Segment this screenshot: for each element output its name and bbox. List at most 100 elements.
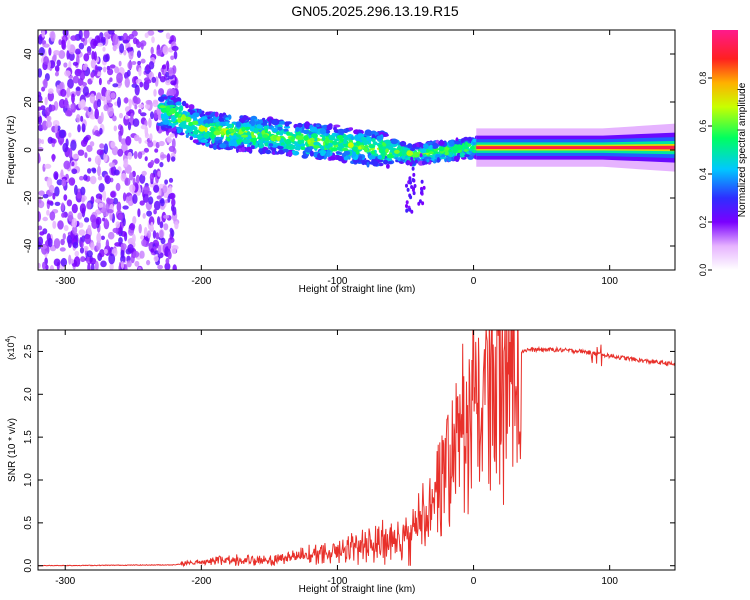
spectrogram-noise-cell (150, 46, 154, 55)
spectrogram-noise-cell (98, 183, 105, 193)
spectrogram-noise-cell (151, 76, 157, 83)
spectrogram-energy-cell (250, 131, 255, 136)
spectrogram-energy-cell (409, 180, 412, 185)
spectrogram-energy-cell (220, 131, 224, 136)
spectrogram-noise-cell (68, 132, 72, 138)
spectrogram-noise-cell (107, 102, 113, 108)
spectrogram-noise-cell (143, 185, 150, 195)
spectrogram-noise-cell (127, 61, 133, 70)
spectrogram-energy-cell (365, 136, 372, 142)
spectrogram-noise-cell (158, 71, 162, 79)
spectrogram-energy-cell (438, 140, 445, 146)
spectrogram-noise-cell (123, 97, 129, 104)
spectrogram-noise-cell (144, 156, 148, 162)
snr-xlabel: Height of straight line (km) (299, 584, 416, 595)
spectrogram-xtick-label: -300 (55, 276, 75, 287)
spectrogram-noise-cell (95, 209, 101, 215)
spectrogram-noise-cell (96, 149, 104, 156)
spectrogram-noise-cell (72, 75, 80, 84)
spectrogram-noise-cell (173, 50, 178, 60)
spectrogram-noise-cell (40, 105, 46, 111)
spectrogram-noise-cell (53, 50, 60, 56)
spectrogram-energy-cell (189, 136, 193, 141)
spectrogram-noise-cell (138, 108, 142, 114)
spectrogram-energy-cell (424, 156, 432, 161)
spectrogram-noise-cell (159, 76, 166, 83)
spectrogram-energy-cell (290, 135, 295, 143)
spectrogram-noise-cell (127, 151, 133, 160)
spectrogram-noise-cell (100, 111, 104, 123)
snr-xtick-label: 100 (601, 576, 618, 587)
spectrogram-noise-cell (158, 187, 162, 198)
spectrogram-noise-cell (138, 137, 142, 144)
spectrogram-noise-cell (147, 30, 155, 36)
spectrogram-energy-cell (339, 137, 343, 142)
spectrogram-energy-cell (297, 138, 305, 145)
spectrogram-noise-cell (140, 235, 145, 240)
spectrogram-noise-cell (86, 144, 93, 153)
spectrogram-energy-cell (181, 114, 186, 121)
spectrogram-noise-cell (101, 95, 106, 102)
spectrogram-energy-cell (253, 127, 259, 134)
spectrogram-energy-cell (213, 130, 221, 136)
spectrogram-energy-cell (410, 156, 414, 161)
spectrogram-energy-cell (368, 144, 376, 149)
spectrogram-noise-cell (78, 42, 85, 50)
spectrogram-noise-cell (59, 247, 66, 252)
spectrogram-energy-cell (444, 151, 449, 156)
spectrogram-noise-cell (89, 175, 97, 185)
spectrogram-noise-cell (129, 222, 136, 231)
spectrogram-noise-cell (80, 99, 86, 109)
spectrogram-noise-cell (83, 53, 90, 62)
spectrogram-energy-cell (333, 126, 337, 131)
spectrogram-energy-cell (291, 150, 296, 154)
spectrogram-noise-cell (61, 212, 66, 218)
spectrogram-noise-cell (105, 89, 112, 101)
spectrogram-noise-cell (103, 152, 108, 163)
spectrogram-energy-cell (364, 129, 372, 136)
spectrogram-energy-cell (460, 138, 465, 144)
spectrogram-energy-cell (343, 136, 349, 141)
spectrogram-noise-cell (68, 147, 73, 159)
snr-xtick-label: -200 (191, 576, 211, 587)
spectrogram-energy-cell (192, 120, 199, 126)
spectrogram-noise-cell (104, 175, 111, 185)
spectrogram-noise-cell (112, 115, 117, 122)
spectrogram-noise-cell (60, 238, 65, 246)
spectrogram-noise-cell (112, 227, 119, 233)
spectrogram-noise-cell (50, 31, 56, 42)
spectrogram-energy-cell (431, 142, 439, 149)
spectrogram-noise-cell (128, 49, 134, 60)
spectrogram-energy-cell (241, 126, 246, 132)
spectrogram-energy-cell (204, 123, 209, 128)
spectrogram-noise-cell (97, 175, 103, 181)
spectrogram-energy-cell (185, 116, 192, 123)
spectrogram-energy-cell (188, 104, 195, 110)
spectrogram-noise-cell (144, 32, 149, 39)
spectrogram-energy-cell (235, 121, 242, 128)
spectrogram-noise-cell (126, 47, 134, 52)
spectrogram-noise-cell (169, 133, 175, 138)
spectrogram-noise-cell (114, 66, 120, 74)
spectrogram-noise-cell (53, 238, 61, 249)
snr-multiplier-base: (x10 (6, 342, 16, 360)
spectrogram-energy-cell (325, 130, 331, 134)
spectrogram-noise-cell (90, 242, 95, 251)
spectrogram-noise-cell (125, 136, 132, 146)
spectrogram-energy-cell (412, 151, 420, 158)
spectrogram-noise-cell (127, 244, 134, 253)
spectrogram-noise-cell (139, 250, 145, 259)
spectrogram-energy-cell (200, 139, 209, 143)
spectrogram-noise-cell (129, 184, 136, 193)
spectrogram-noise-cell (165, 32, 171, 40)
spectrogram-noise-cell (169, 192, 176, 200)
spectrogram-noise-cell (171, 156, 176, 162)
spectrogram-energy-cell (249, 126, 256, 132)
spectrogram-energy-cell (326, 124, 333, 131)
spectrogram-noise-cell (99, 249, 105, 258)
spectrogram-energy-cell (405, 204, 408, 208)
spectrogram-energy-cell (406, 150, 414, 157)
spectrogram-energy-cell (218, 136, 224, 141)
